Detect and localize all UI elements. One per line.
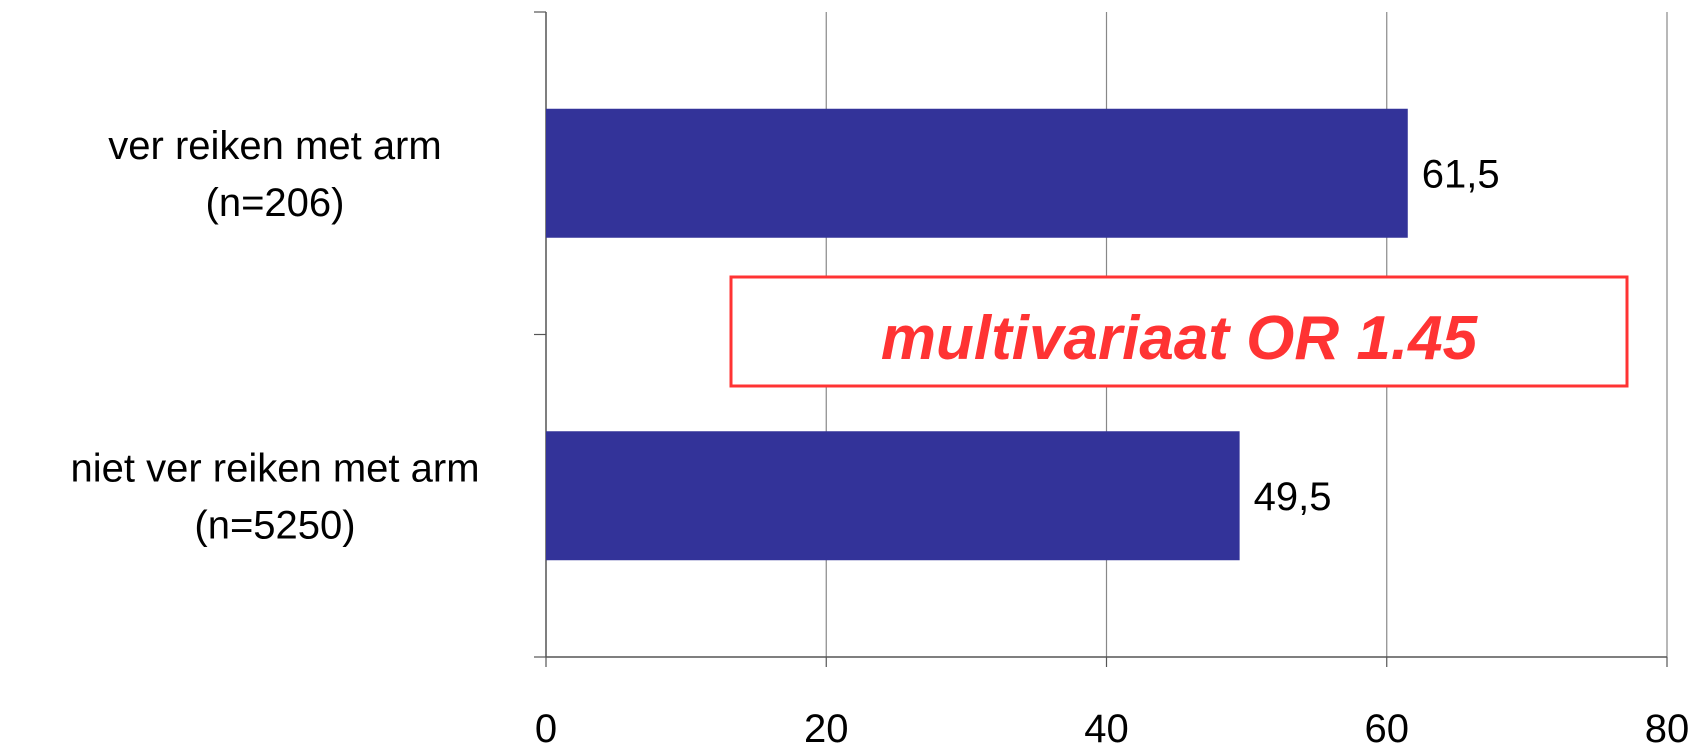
x-tick-label-80: 80	[1645, 707, 1690, 746]
x-tick-label-0: 0	[535, 707, 557, 746]
value-label-1: 49,5	[1254, 475, 1332, 519]
x-tick-label-40: 40	[1084, 707, 1129, 746]
x-tick-labels: 0 20 40 60 80	[535, 707, 1689, 746]
x-tick-label-20: 20	[804, 707, 849, 746]
category-labels: ver reiken met arm (n=206) niet ver reiken…	[70, 124, 479, 548]
x-tick-label-60: 60	[1365, 707, 1410, 746]
value-label-0: 61,5	[1422, 152, 1500, 196]
annotation-frame	[729, 275, 1629, 388]
category-label-1: niet ver reiken met arm (n=5250)	[70, 446, 479, 547]
bar-0	[546, 108, 1408, 238]
annotation-box: multivariaat OR 1.45	[729, 275, 1629, 388]
annotation-text: multivariaat OR 1.45	[881, 304, 1479, 373]
bar-1	[546, 431, 1240, 561]
value-labels: 61,5 49,5	[1254, 152, 1500, 519]
category-label-0: ver reiken met arm (n=206)	[108, 124, 441, 225]
bars	[546, 108, 1408, 561]
